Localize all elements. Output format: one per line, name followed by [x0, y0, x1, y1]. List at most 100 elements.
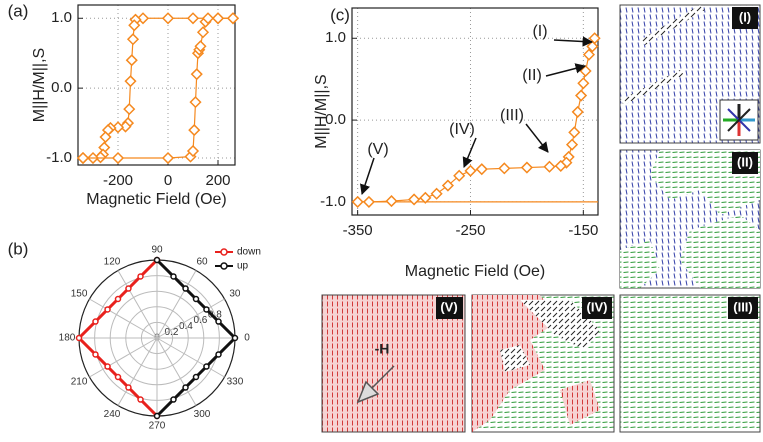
data-point	[114, 373, 122, 381]
data-point	[119, 120, 132, 133]
data-point	[161, 12, 175, 25]
r-tick-label: 0.8	[208, 309, 222, 320]
plot-frame	[351, 7, 599, 216]
snapshot-label: (II)	[737, 154, 753, 169]
r-tick-label: 0.2	[165, 327, 179, 338]
annotation-arrow	[525, 123, 549, 153]
data-point	[385, 195, 398, 208]
snapshot-label: (I)	[739, 9, 751, 24]
data-point	[419, 191, 432, 204]
domain-wall	[620, 5, 705, 105]
snapshot-label: (IV)	[587, 299, 608, 314]
data-point	[430, 187, 443, 200]
data-point	[75, 334, 83, 342]
y-tick-label: -1.0	[46, 149, 72, 166]
data-point	[215, 351, 222, 358]
x-tick-label: -200	[103, 172, 133, 189]
data-point	[464, 164, 477, 177]
data-point	[137, 273, 144, 280]
data-point	[196, 26, 210, 39]
theta-tick-label: 30	[229, 289, 241, 300]
grid-spoke	[89, 298, 158, 339]
data-point	[92, 351, 99, 358]
data-point	[498, 162, 511, 175]
data-point	[453, 169, 466, 182]
x-tick-label: -250	[455, 222, 485, 239]
data-point	[565, 138, 579, 151]
data-point	[182, 285, 189, 292]
annotation: (V)	[367, 141, 388, 158]
annotation-arrow	[545, 63, 587, 77]
snapshot-III: (III)	[619, 294, 761, 433]
y-tick-label: 1.0	[325, 29, 346, 46]
theta-tick-label: 330	[227, 377, 244, 388]
data-point	[92, 318, 99, 325]
data-point	[94, 151, 107, 164]
data-point	[201, 12, 215, 25]
grid-spoke	[156, 298, 225, 339]
data-point	[188, 124, 201, 137]
theta-tick-label: 150	[71, 289, 88, 300]
grid-spoke	[89, 337, 158, 378]
snapshot-label: (III)	[733, 299, 753, 314]
annotation: (IV)	[449, 121, 475, 138]
grid-spoke	[156, 337, 225, 378]
data-point	[123, 103, 136, 116]
data-point	[153, 256, 161, 264]
field-arrow	[356, 365, 395, 404]
grid-spoke	[117, 270, 158, 339]
data-point	[124, 75, 137, 88]
y-tick-label: 0.0	[51, 79, 72, 96]
data-point	[351, 195, 364, 208]
snapshot-IV: (IV)	[471, 294, 615, 433]
annotation-arrow	[360, 157, 375, 195]
theta-tick-label: 210	[71, 377, 88, 388]
data-point	[128, 19, 141, 32]
annotation: (II)	[522, 67, 542, 84]
data-point	[215, 318, 222, 325]
data-point	[441, 179, 454, 192]
snapshot-label: (V)	[440, 299, 457, 314]
grid-spoke	[156, 270, 197, 339]
data-point	[571, 105, 584, 118]
legend-label: up	[237, 261, 249, 272]
data-point	[194, 40, 207, 53]
data-point	[203, 306, 210, 313]
x-axis-label: Magnetic Field (Oe)	[86, 191, 227, 208]
data-point	[575, 89, 588, 102]
data-point	[125, 54, 138, 67]
y-tick-label: 0.0	[325, 111, 346, 128]
data-point	[582, 48, 596, 61]
snapshot-II: (II)	[619, 149, 761, 289]
y-tick-label: -1.0	[320, 193, 346, 210]
data-point	[111, 121, 125, 134]
theta-tick-label: 120	[104, 256, 121, 267]
data-point	[125, 384, 132, 391]
data-point	[189, 96, 202, 109]
panel-label: (a)	[8, 1, 29, 20]
data-point	[543, 160, 556, 173]
data-point	[226, 12, 240, 25]
data-point	[190, 68, 203, 81]
snapshot-I: (I)	[619, 4, 761, 144]
legend-marker	[220, 248, 228, 256]
data-point	[186, 12, 200, 25]
data-point	[114, 295, 122, 303]
theta-tick-label: 0	[244, 333, 250, 344]
x-tick-label: -350	[343, 222, 373, 239]
data-point	[231, 334, 239, 342]
annotation: (I)	[532, 23, 547, 40]
x-tick-label: 0	[164, 172, 172, 189]
data-point	[125, 285, 132, 292]
grid-spoke	[156, 337, 197, 406]
x-tick-label: -150	[568, 222, 598, 239]
direction-compass	[719, 99, 759, 141]
theta-tick-label: 300	[194, 409, 211, 420]
grid-spoke	[117, 337, 158, 406]
snapshot-panels: (I) (II) (III) (IV) -H (V)	[321, 4, 761, 433]
data-point	[211, 12, 225, 25]
annotation: (III)	[500, 107, 524, 124]
data-point	[577, 77, 590, 90]
data-point	[137, 396, 144, 403]
